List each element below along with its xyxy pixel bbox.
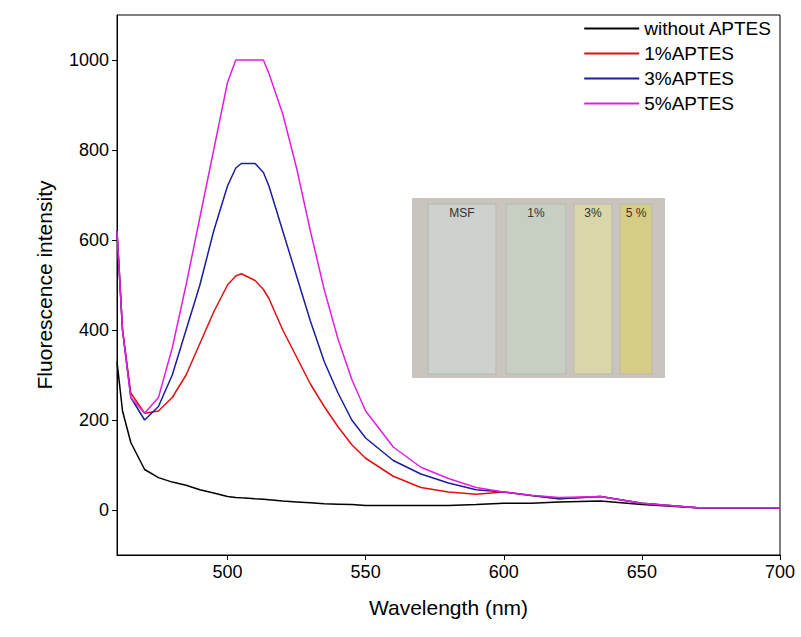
svg-text:5%APTES: 5%APTES: [644, 93, 734, 114]
svg-text:1000: 1000: [69, 50, 109, 70]
svg-text:0: 0: [99, 500, 109, 520]
svg-text:3%APTES: 3%APTES: [644, 68, 734, 89]
svg-text:Wavelength (nm): Wavelength (nm): [369, 596, 528, 619]
svg-text:600: 600: [489, 562, 519, 582]
svg-text:5 %: 5 %: [626, 206, 647, 220]
svg-text:700: 700: [765, 562, 795, 582]
svg-text:Fluorescence intensity: Fluorescence intensity: [33, 180, 56, 389]
svg-text:1%APTES: 1%APTES: [644, 43, 734, 64]
svg-text:MSF: MSF: [449, 206, 474, 220]
svg-text:3%: 3%: [584, 206, 602, 220]
svg-text:400: 400: [79, 320, 109, 340]
svg-text:600: 600: [79, 230, 109, 250]
svg-text:without APTES: without APTES: [643, 18, 771, 39]
svg-text:550: 550: [351, 562, 381, 582]
svg-text:650: 650: [627, 562, 657, 582]
svg-text:1%: 1%: [527, 206, 545, 220]
svg-text:500: 500: [212, 562, 242, 582]
svg-text:200: 200: [79, 410, 109, 430]
svg-text:800: 800: [79, 140, 109, 160]
